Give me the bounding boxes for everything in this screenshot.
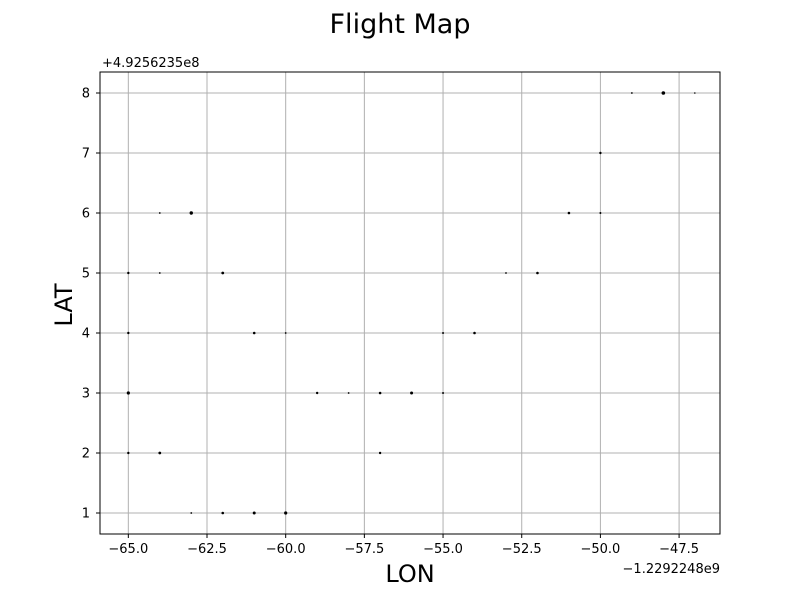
data-point	[126, 391, 130, 395]
data-point	[378, 391, 382, 395]
y-axis-ticks: 1 2 3 4 5 6 7 8	[82, 87, 100, 522]
y-axis-label: LAT	[50, 283, 78, 326]
data-point	[536, 271, 539, 275]
data-point	[252, 331, 256, 335]
data-points	[126, 91, 696, 515]
data-point	[158, 212, 161, 214]
y-tick-label: 4	[82, 327, 90, 342]
data-point	[158, 451, 162, 455]
y-tick-label: 1	[82, 507, 90, 522]
data-point	[473, 331, 476, 335]
data-point	[252, 511, 256, 515]
data-point	[505, 272, 507, 274]
data-point	[661, 91, 666, 95]
data-point	[599, 212, 602, 214]
y-tick-label: 2	[82, 447, 90, 462]
y-tick-label: 5	[82, 267, 90, 282]
data-point	[284, 332, 287, 334]
data-point	[347, 392, 350, 394]
data-point	[284, 511, 288, 515]
data-point	[694, 92, 696, 94]
x-tick-label: −55.0	[423, 542, 463, 557]
data-point	[127, 451, 130, 455]
data-point	[599, 151, 602, 155]
data-point	[190, 512, 193, 514]
x-tick-label: −47.5	[659, 542, 699, 557]
x-tick-label: −52.5	[502, 542, 542, 557]
data-point	[221, 271, 225, 275]
chart-title: Flight Map	[330, 9, 471, 40]
x-axis-ticks: −65.0 −62.5 −60.0 −57.5 −55.0 −52.5 −50.0 −47.5	[108, 534, 699, 557]
x-tick-label: −62.5	[187, 542, 227, 557]
data-point	[127, 271, 130, 275]
x-tick-label: −50.0	[580, 542, 620, 557]
data-point	[630, 92, 633, 94]
data-point	[189, 211, 193, 215]
data-point	[442, 392, 445, 394]
y-tick-label: 8	[82, 87, 90, 102]
x-axis-offset-label: −1.2292248e9	[623, 562, 720, 577]
data-point	[442, 332, 445, 334]
plot-frame	[99, 71, 721, 535]
data-point	[567, 211, 571, 215]
y-axis-offset-label: +4.9256235e8	[102, 56, 199, 71]
y-tick-label: 6	[82, 207, 90, 222]
x-axis-label: LON	[385, 560, 434, 588]
x-tick-label: −65.0	[108, 542, 148, 557]
x-tick-label: −60.0	[266, 542, 306, 557]
data-point	[378, 451, 382, 455]
data-point	[410, 391, 414, 395]
data-point	[315, 391, 319, 395]
data-point	[221, 511, 225, 515]
grid-lines	[100, 72, 720, 534]
y-tick-label: 3	[82, 387, 90, 402]
data-point	[158, 272, 161, 274]
data-point	[127, 331, 130, 335]
x-tick-label: −57.5	[344, 542, 384, 557]
y-tick-label: 7	[82, 147, 90, 162]
